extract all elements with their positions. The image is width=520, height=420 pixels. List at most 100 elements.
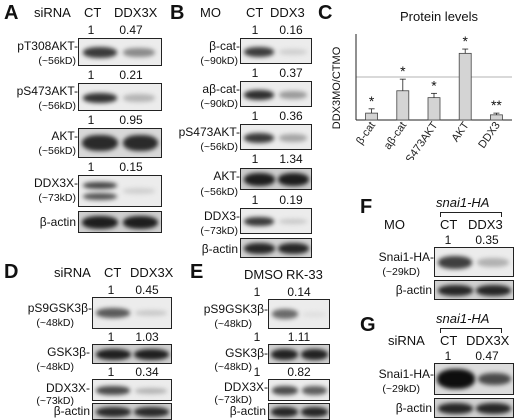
- panel-g-treatment: siRNA: [388, 333, 425, 348]
- panel-b-blot-3: [240, 124, 312, 150]
- panel-d-row1-name: pS9GSK3β-: [27, 301, 92, 315]
- panel-b-row1-ratio: 0.16: [279, 23, 303, 37]
- panel-b-row1-kd: (~90kD): [200, 55, 238, 67]
- panel-d-row2-name: GSK3β-: [47, 345, 90, 359]
- panel-a-row2-name: pS473AKT-: [16, 84, 78, 98]
- panel-b-row4-control: 1: [251, 152, 259, 166]
- panel-b-blot-2: [240, 81, 312, 107]
- panel-e-blot-2: [268, 344, 330, 364]
- panel-e-blot-actin: [268, 403, 330, 420]
- panel-a-row3-name: AKT-: [51, 129, 78, 143]
- panel-e-row1-name: pS9GSK3β-: [203, 302, 268, 316]
- panel-e-lane-2: RK-33: [286, 267, 323, 282]
- panel-b-row4-ratio: 1.34: [279, 152, 303, 166]
- bar-1: [365, 112, 378, 121]
- panel-f-lane-2: DDX3: [468, 217, 503, 232]
- panel-e-actin-name: β-actin: [229, 404, 266, 418]
- panel-f-treatment: MO: [384, 217, 405, 232]
- panel-b-row5-name: DDX3-: [203, 209, 240, 223]
- panel-b-blot-5: [240, 208, 312, 234]
- panel-b-row5-control: 1: [251, 193, 259, 207]
- panel-e-row2-name: GSK3β-: [225, 346, 268, 360]
- panel-b-row1-control: 1: [251, 23, 259, 37]
- panel-e-row3-kd: (~73kD): [214, 394, 252, 406]
- panel-a-blot-1: [78, 38, 162, 66]
- panel-d-row1-kd: (~48kD): [36, 317, 74, 329]
- panel-f-row1-name: Snai1-HA-: [378, 250, 434, 264]
- panel-e-blot-1: [268, 299, 330, 329]
- panel-e-label: E: [190, 261, 204, 283]
- panel-d-row2-ratio: 1.03: [135, 330, 159, 344]
- panel-e-row2-control: 1: [253, 330, 261, 344]
- panel-b-row1-name: β-cat-: [209, 39, 240, 53]
- protein-levels-chart: DDX3MO/CTMO *β-cat*aβ-cat*pS473AKT*AKT**…: [331, 33, 512, 160]
- panel-f-blot-actin: [434, 280, 514, 300]
- x-tick-label-1: β-cat: [354, 120, 378, 147]
- panel-e-row2-ratio: 1.11: [287, 330, 311, 344]
- panel-g-lane-2: DDX3X: [466, 333, 510, 348]
- panel-a-row1-control: 1: [87, 23, 95, 37]
- panel-e-row3-ratio: 0.82: [287, 365, 311, 379]
- panel-g-row1-ratio: 0.47: [475, 349, 499, 363]
- panel-d-blot-1: [92, 297, 172, 329]
- panel-a-row1-name: pT308AKT-: [17, 39, 78, 53]
- panel-b-blot-1: [240, 38, 312, 64]
- panel-a-blot-3: [78, 128, 162, 158]
- panel-a-row4-kd: (~73kD): [38, 192, 76, 204]
- panel-b-label: B: [170, 2, 185, 24]
- panel-d-row2-kd: (~48kD): [36, 361, 74, 373]
- x-tick-label-5: DDX3: [476, 120, 503, 151]
- panel-g-row1-name: Snai1-HA-: [378, 367, 434, 381]
- significance-3: *: [431, 77, 437, 93]
- panel-f-construct: snai1-HA: [436, 195, 490, 210]
- panel-a-row3-control: 1: [87, 113, 95, 127]
- panel-b-row2-ratio: 0.37: [279, 66, 303, 80]
- panel-b-row3-kd: (~56kD): [200, 141, 238, 153]
- panel-f-actin-name: β-actin: [395, 283, 432, 297]
- panel-d-row2-control: 1: [107, 330, 115, 344]
- panel-a-row1-ratio: 0.47: [119, 23, 143, 37]
- panel-b-row3-control: 1: [251, 109, 259, 123]
- panel-a-row2-kd: (~56kD): [38, 100, 76, 112]
- panel-b-row2-control: 1: [251, 66, 259, 80]
- panel-g-actin-name: β-actin: [395, 401, 432, 415]
- panel-a-row4-name: DDX3X-: [33, 176, 78, 190]
- panel-b-row3-ratio: 0.36: [279, 109, 303, 123]
- panel-f-bracket: [440, 212, 502, 217]
- significance-4: *: [462, 33, 468, 49]
- panel-g-label: G: [360, 314, 376, 336]
- panel-d-blot-actin: [92, 403, 172, 420]
- panel-g-blot-1: [434, 363, 514, 395]
- significance-1: *: [369, 93, 375, 109]
- panel-e-lane-1: DMSO: [244, 267, 283, 282]
- panel-f-label: F: [360, 196, 373, 218]
- panel-f-lane-1: CT: [440, 217, 458, 232]
- panel-a-row2-ratio: 0.21: [119, 68, 143, 82]
- panel-g-construct: snai1-HA: [436, 311, 490, 326]
- panel-e-blot-3: [268, 379, 330, 401]
- panel-e-row3-control: 1: [253, 365, 261, 379]
- panel-d-row3-name: DDX3X-: [45, 381, 90, 395]
- panel-f-row1-ratio: 0.35: [475, 233, 499, 247]
- panel-a-blot-actin: [78, 211, 162, 233]
- panel-b-lane-2: DDX3: [270, 5, 305, 20]
- chart-title: Protein levels: [400, 9, 479, 24]
- panel-d-row1-ratio: 0.45: [135, 283, 159, 297]
- panel-b-lane-1: CT: [246, 5, 264, 20]
- panel-d-blot-3: [92, 379, 172, 401]
- x-tick-label-4: AKT: [450, 120, 472, 145]
- panel-d-lane-1: CT: [104, 265, 122, 280]
- panel-a-lane-2: DDX3X: [114, 5, 158, 20]
- panel-g-blot-actin: [434, 398, 514, 418]
- bar-5: [489, 114, 503, 121]
- panel-d-row3-kd: (~73kD): [36, 395, 74, 407]
- panel-g-row1-control: 1: [444, 349, 452, 363]
- panel-b-row4-name: AKT-: [213, 169, 240, 183]
- panel-e-row1-control: 1: [253, 285, 261, 299]
- panel-f-row1-kd: (~29kD): [382, 266, 420, 278]
- panel-e-row1-kd: (~48kD): [214, 318, 252, 330]
- panel-b-row2-kd: (~90kD): [200, 98, 238, 110]
- bar-4: [458, 52, 472, 121]
- panel-b-row2-name: aβ-cat-: [202, 82, 240, 96]
- panel-a-row2-control: 1: [87, 68, 95, 82]
